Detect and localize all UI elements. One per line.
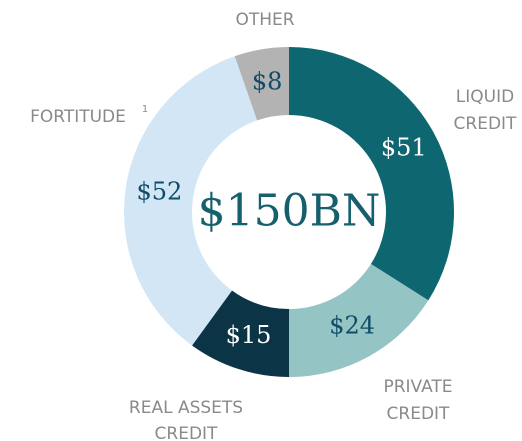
category-label: PRIVATE: [383, 377, 452, 397]
donut-segment: [289, 263, 429, 377]
donut-segment: [123, 56, 258, 346]
donut-segment: [234, 47, 289, 121]
category-label: REAL ASSETS: [129, 398, 243, 418]
value-label: $52: [136, 177, 182, 205]
value-label: $24: [329, 311, 375, 339]
footnote-mark: 1: [142, 104, 148, 115]
category-label: CREDIT: [155, 424, 219, 441]
category-label: CREDIT: [454, 114, 518, 134]
donut-segment: [192, 290, 289, 377]
center-label: $150BN: [198, 186, 381, 237]
donut-segment: [289, 47, 454, 301]
category-label: OTHER: [235, 10, 294, 30]
category-label: LIQUID: [456, 87, 514, 107]
category-label: FORTITUDE: [30, 107, 126, 127]
value-label: $51: [381, 133, 427, 161]
category-label: CREDIT: [387, 404, 451, 424]
value-label: $15: [226, 321, 272, 349]
value-label: $8: [252, 67, 283, 95]
